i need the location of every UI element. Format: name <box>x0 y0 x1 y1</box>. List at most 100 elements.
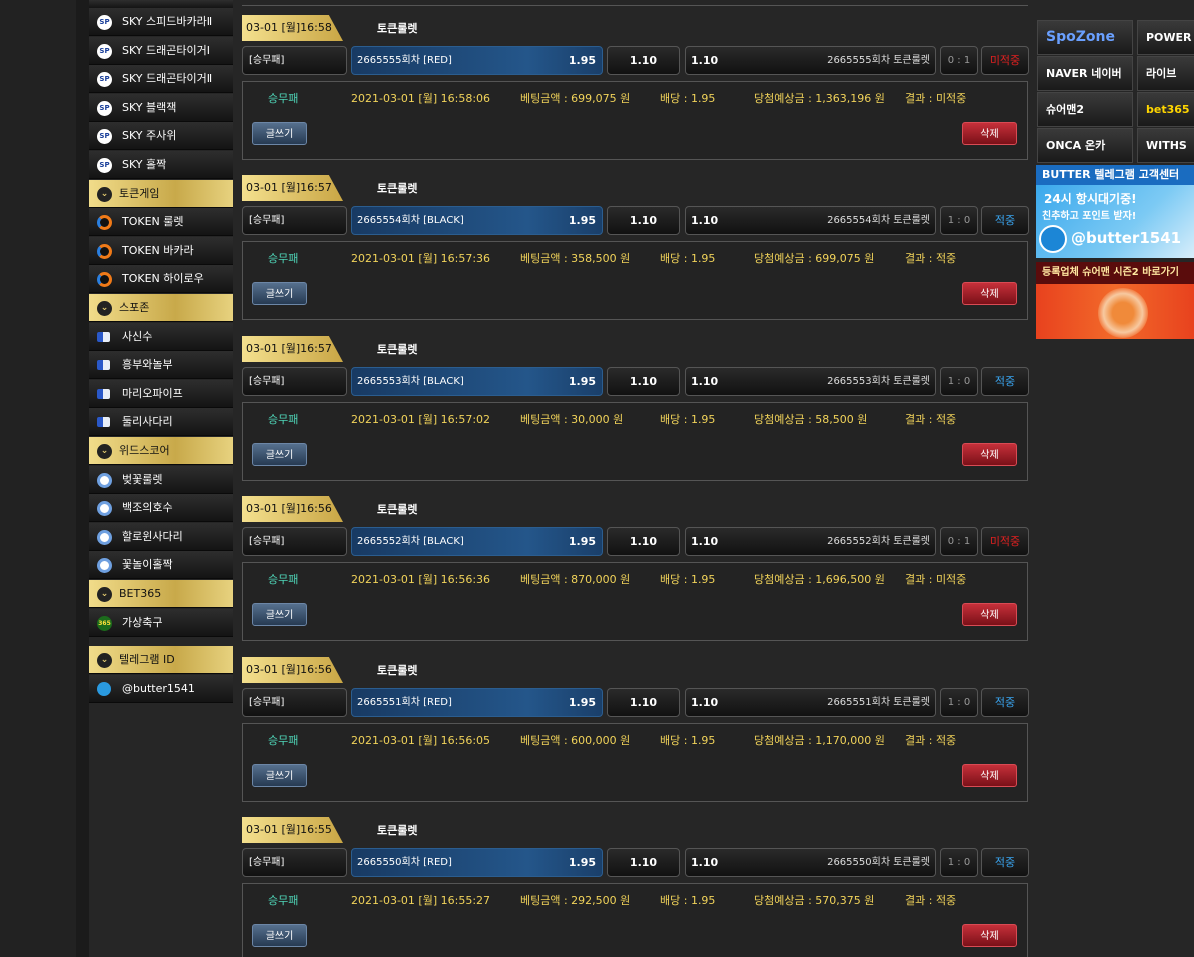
menu-item[interactable]: SP SKY 블랙잭 <box>89 93 233 122</box>
menu-item[interactable]: 사신수 <box>89 322 233 351</box>
delete-button[interactable]: 삭제 <box>962 924 1017 947</box>
menu-label: 스포존 <box>119 301 150 314</box>
score: 0 : 1 <box>940 46 978 75</box>
menu-label: 토큰게임 <box>119 186 160 200</box>
icon-token <box>97 215 112 231</box>
menu-item[interactable]: TOKEN 바카라 <box>89 236 233 265</box>
info-box: 승무패 2021-03-01 [월] 16:55:27 베팅금액 : 292,500… <box>242 883 1028 957</box>
menu-item[interactable]: @butter1541 <box>89 674 233 703</box>
delete-button[interactable]: 삭제 <box>962 122 1017 145</box>
score: 1 : 0 <box>940 367 978 396</box>
partner-logo[interactable]: WITHS <box>1137 128 1194 163</box>
icon-w <box>97 558 112 574</box>
icon-telegram <box>97 681 111 696</box>
menu-label: 사신수 <box>122 329 153 343</box>
game-title: 토큰룰렛 <box>377 22 418 35</box>
info-amount: 베팅금액 : 358,500 원 <box>520 252 631 265</box>
result: 적중 <box>981 206 1029 235</box>
info-expected: 당첨예상금 : 699,075 원 <box>754 252 875 265</box>
menu-label: 백조의호수 <box>122 501 173 515</box>
info-box: 승무패 2021-03-01 [월] 16:56:36 베팅금액 : 870,000… <box>242 562 1028 641</box>
info-amount: 베팅금액 : 699,075 원 <box>520 92 631 105</box>
write-button[interactable]: 글쓰기 <box>252 603 307 626</box>
write-button[interactable]: 글쓰기 <box>252 282 307 305</box>
delete-button[interactable]: 삭제 <box>962 764 1017 787</box>
pick-label: 2665553회차 [BLACK] <box>357 376 464 387</box>
partner-logo[interactable]: 라이브 <box>1137 56 1194 91</box>
write-button[interactable]: 글쓰기 <box>252 122 307 145</box>
menu-item[interactable]: TOKEN 하이로우 <box>89 265 233 294</box>
menu-header[interactable]: ⌄ 토큰게임 <box>89 179 233 208</box>
info-datetime: 2021-03-01 [월] 16:56:05 <box>351 734 491 747</box>
menu-header[interactable]: ⌄ 스포존 <box>89 294 233 322</box>
info-expected: 당첨예상금 : 1,363,196 원 <box>754 92 885 105</box>
menu-item[interactable]: SP SKY 홀짝 <box>89 151 233 179</box>
mid-odds: 1.10 <box>607 527 680 556</box>
icon-sp: SP <box>97 15 112 30</box>
menu-header[interactable]: ⌄ 텔레그램 ID <box>89 646 233 674</box>
partner-logo[interactable]: 슈어맨2 <box>1037 92 1133 127</box>
delete-button[interactable]: 삭제 <box>962 443 1017 466</box>
pick-label: 2665555회차 [RED] <box>357 55 452 66</box>
time-tag: 03-01 [월]16:57 <box>242 336 343 362</box>
menu-header[interactable]: ⌄ 위드스코어 <box>89 437 233 465</box>
menu-item[interactable]: TOKEN 룰렛 <box>89 208 233 237</box>
delete-button[interactable]: 삭제 <box>962 603 1017 626</box>
round-label: 2665552회차 토큰룰렛 <box>827 536 930 547</box>
game-title: 토큰룰렛 <box>377 503 418 516</box>
pick-odds: 1.95 <box>568 54 596 67</box>
mid-odds: 1.10 <box>607 688 680 717</box>
partner-logo[interactable]: SpoZone <box>1037 20 1133 55</box>
menu-label: 벚꽃룰렛 <box>122 472 163 486</box>
banner-title[interactable]: BUTTER 텔레그램 고객센터 <box>1036 165 1194 185</box>
bet-type: [승무패] <box>242 206 347 235</box>
write-button[interactable]: 글쓰기 <box>252 443 307 466</box>
telegram-circle <box>1039 225 1067 253</box>
pick-box: 2665552회차 [BLACK] 1.95 <box>351 527 603 556</box>
sureman-title[interactable]: 등록업체 슈어맨 시즌2 바로가기 <box>1036 262 1194 284</box>
menu-item[interactable]: 둘리사다리 <box>89 408 233 437</box>
partner-logo[interactable]: ONCA 온카 <box>1037 128 1133 163</box>
telegram-banner[interactable]: 24시 항시대기중! 친추하고 포인트 받자! @butter1541 <box>1036 185 1194 258</box>
write-button[interactable]: 글쓰기 <box>252 924 307 947</box>
icon-flag <box>97 388 110 399</box>
info-amount: 베팅금액 : 600,000 원 <box>520 734 631 747</box>
menu-item[interactable]: SP SKY 드래곤타이거Ⅱ <box>89 65 233 94</box>
info-box: 승무패 2021-03-01 [월] 16:56:05 베팅금액 : 600,000… <box>242 723 1028 802</box>
mid-odds: 1.10 <box>607 367 680 396</box>
score: 1 : 0 <box>940 688 978 717</box>
partner-logo[interactable]: bet365 <box>1137 92 1194 127</box>
bet-type: [승무패] <box>242 367 347 396</box>
delete-button[interactable]: 삭제 <box>962 282 1017 305</box>
pick-box: 2665550회차 [RED] 1.95 <box>351 848 603 877</box>
icon-w <box>97 529 112 545</box>
menu-item[interactable]: 마리오파이프 <box>89 379 233 408</box>
menu-label: TOKEN 바카라 <box>122 243 194 257</box>
menu-item[interactable]: 할로윈사다리 <box>89 522 233 551</box>
round-label: 2665554회차 토큰룰렛 <box>827 215 930 226</box>
menu-item[interactable]: 꽃놀이홀짝 <box>89 551 233 580</box>
menu-item[interactable]: SP SKY 스피드바카라Ⅱ <box>89 8 233 36</box>
menu-item[interactable]: 흥부와놀부 <box>89 351 233 380</box>
partner-logo[interactable]: NAVER 네이버 <box>1037 56 1133 91</box>
write-button[interactable]: 글쓰기 <box>252 764 307 787</box>
partner-logo[interactable]: POWER BALL <box>1137 20 1194 55</box>
menu-item[interactable]: 365 가상축구 <box>89 608 233 637</box>
menu-item[interactable]: 벚꽃룰렛 <box>89 465 233 494</box>
menu-item[interactable]: 백조의호수 <box>89 494 233 523</box>
sureman-banner[interactable] <box>1036 284 1194 339</box>
menu-header[interactable]: ⌄ BET365 <box>89 580 233 608</box>
menu-label: SKY 드래곤타이거Ⅱ <box>122 72 213 86</box>
menu-item[interactable]: SP SKY 주사위 <box>89 122 233 151</box>
menu-label: TOKEN 하이로우 <box>122 272 204 286</box>
left-gutter-edge <box>76 0 89 957</box>
menu-label: 흥부와놀부 <box>122 358 173 372</box>
icon-sp: SP <box>97 72 112 88</box>
pick-odds: 1.95 <box>568 696 596 709</box>
menu-item[interactable]: SP SKY 드래곤타이거Ⅰ <box>89 36 233 65</box>
right-box: 1.10 2665554회차 토큰룰렛 <box>685 206 936 235</box>
info-result: 결과 : 적중 <box>905 734 957 747</box>
pick-box: 2665554회차 [BLACK] 1.95 <box>351 206 603 235</box>
bet-type: [승무패] <box>242 688 347 717</box>
info-amount: 베팅금액 : 292,500 원 <box>520 894 631 907</box>
